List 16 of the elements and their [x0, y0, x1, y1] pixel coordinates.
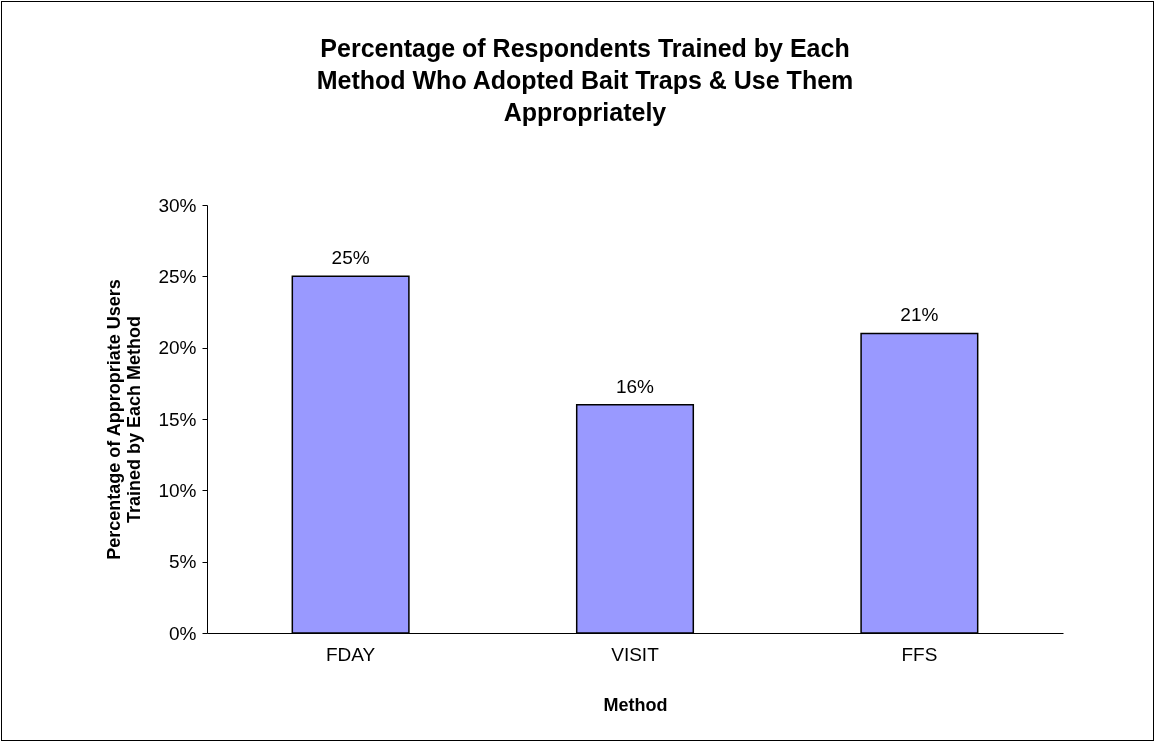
x-tick-label: FDAY — [325, 643, 376, 665]
y-tick-label: 10% — [158, 479, 197, 501]
data-label: 25% — [331, 247, 370, 269]
y-tick-label: 30% — [158, 194, 197, 216]
y-tick-label: 20% — [158, 337, 197, 359]
y-tick-label: 5% — [169, 551, 197, 573]
x-tick-label: FFS — [901, 643, 938, 665]
data-label: 16% — [615, 375, 655, 397]
data-label: 21% — [900, 304, 939, 326]
y-axis-title: Percentage of Appropriate Users Trained by Each Method — [104, 279, 145, 560]
x-tick-label: VISIT — [611, 643, 660, 665]
chart-title: Percentage of Respondents Trained by Each Method Who Adopted Bait Traps & Use Them Appropriately — [316, 34, 854, 126]
y-tick-label: 25% — [158, 265, 197, 287]
y-tick-label: 0% — [169, 622, 197, 644]
y-tick-label: 15% — [158, 408, 197, 430]
x-axis-title: Method — [603, 694, 668, 715]
